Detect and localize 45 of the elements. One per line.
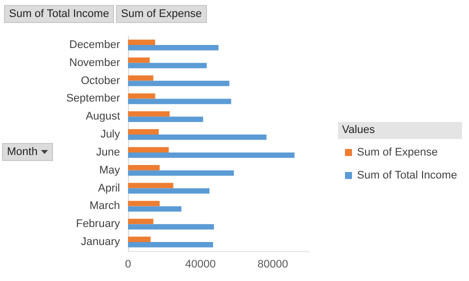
- legend-label: Sum of Total Income: [357, 170, 458, 182]
- bar: [128, 134, 266, 140]
- bar: [128, 224, 214, 230]
- y-tick-label: May: [99, 164, 120, 176]
- x-tick-label: 0: [124, 258, 132, 270]
- y-tick-label: August: [86, 110, 120, 123]
- text: Sum of Expense: [116, 5, 207, 23]
- bar: [128, 58, 150, 63]
- bar: [128, 116, 204, 122]
- bar: [128, 129, 159, 135]
- bar: [128, 75, 154, 81]
- bar: [128, 98, 232, 104]
- y-tick-label: June: [96, 146, 120, 158]
- x-tick-label: 40000: [185, 258, 216, 270]
- bar: [128, 188, 210, 194]
- y-axis-title: Month: [7, 146, 38, 158]
- bar: [128, 236, 151, 242]
- bar: [128, 152, 295, 158]
- bar: [128, 62, 207, 68]
- bar: [128, 80, 230, 86]
- bar: [128, 44, 218, 50]
- text: Sum of Total Income: [4, 5, 114, 23]
- y-tick-label: March: [89, 200, 120, 212]
- bar: [128, 40, 156, 45]
- bar: [128, 147, 169, 152]
- y-tick-label: September: [66, 92, 120, 105]
- y-tick-label: December: [69, 38, 120, 51]
- bar: [128, 200, 160, 206]
- bar: [128, 182, 174, 188]
- y-tick-label: July: [100, 128, 120, 141]
- bar: [128, 170, 234, 176]
- bar: [128, 206, 182, 212]
- legend-label: Sum of Expense: [357, 146, 438, 158]
- bar: [128, 165, 160, 170]
- x-tick-label: 80000: [258, 258, 288, 270]
- y-tick-label: January: [80, 236, 120, 248]
- y-tick-label: October: [80, 74, 120, 87]
- y-tick-label: November: [69, 56, 120, 69]
- bar: [128, 111, 170, 117]
- y-tick-label: April: [98, 182, 120, 194]
- bar: [128, 242, 214, 248]
- legend-title: Values: [338, 122, 462, 139]
- bar: [128, 93, 156, 99]
- y-tick-label: February: [76, 218, 120, 230]
- bar: [128, 218, 154, 224]
